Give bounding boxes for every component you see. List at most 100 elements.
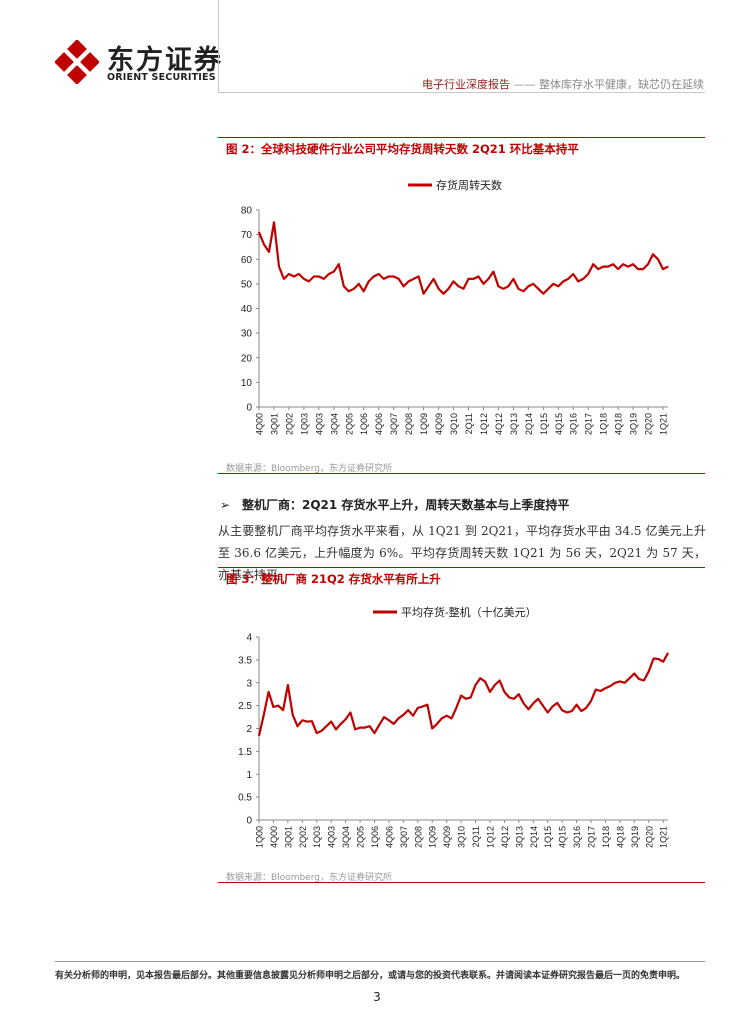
data-point <box>413 278 415 280</box>
data-point <box>457 285 460 287</box>
data-point <box>308 280 310 283</box>
report-subtitle: 整体库存水平健康，缺芯仍在延续 <box>539 78 704 91</box>
data-point <box>619 680 621 682</box>
data-point <box>378 724 380 726</box>
y-tick-label: 0 <box>246 403 252 414</box>
data-point <box>282 709 284 711</box>
y-tick-label: 40 <box>241 304 253 315</box>
x-tick-label: 4Q06 <box>384 826 394 848</box>
x-tick-label: 1Q06 <box>359 413 369 435</box>
data-point <box>283 278 285 280</box>
y-tick-label: 60 <box>241 255 253 266</box>
data-point <box>369 725 371 727</box>
data-point <box>353 288 355 290</box>
data-point <box>313 275 315 278</box>
data-point <box>542 293 544 295</box>
data-point <box>484 681 486 683</box>
data-point <box>523 702 525 704</box>
section-body: 从主要整机厂商平均存货水平来看，从 1Q21 到 2Q21，平均存货水平由 34… <box>218 524 706 582</box>
series-line <box>257 652 669 737</box>
x-tick-label: 1Q09 <box>428 826 438 848</box>
data-point <box>277 705 279 707</box>
data-point <box>562 280 564 283</box>
x-tick-label: 2Q20 <box>644 826 654 848</box>
y-tick-label: 0 <box>246 816 252 827</box>
data-point <box>349 711 352 714</box>
data-point <box>470 696 472 698</box>
data-point <box>418 275 420 278</box>
x-tick-label: 2Q02 <box>284 413 294 435</box>
data-point <box>633 673 635 675</box>
data-point <box>288 273 290 275</box>
x-tick-label: 2Q05 <box>356 826 366 848</box>
data-point <box>301 719 303 721</box>
data-point <box>398 278 400 280</box>
figure3-chart: 平均存货-整机（十亿美元） 0 0.5 1 1.5 2 2.5 3 3.5 4 1Q00 4Q00 3Q… <box>238 605 669 848</box>
data-point <box>378 273 380 275</box>
data-point <box>552 283 554 285</box>
y-tick-label: 50 <box>241 279 253 290</box>
data-point <box>359 726 361 729</box>
figure2-top-rule <box>218 137 705 138</box>
x-tick-label: 3Q01 <box>283 826 293 848</box>
data-point <box>609 685 611 687</box>
data-point <box>585 707 587 709</box>
data-point <box>557 285 559 287</box>
data-point <box>452 280 455 283</box>
data-point <box>580 710 582 712</box>
x-tick-label: 4Q18 <box>615 826 625 848</box>
x-tick-label: 3Q07 <box>389 413 399 435</box>
x-tick-label: 4Q00 <box>255 413 265 435</box>
x-tick-label: 4Q00 <box>269 826 279 848</box>
data-point <box>547 711 549 714</box>
data-point <box>436 723 438 725</box>
data-point <box>479 677 481 679</box>
y-tick-label: 30 <box>241 329 253 340</box>
data-point <box>263 243 265 246</box>
y-tick-label: 0.5 <box>238 793 252 804</box>
x-tick-label: 3Q10 <box>457 826 467 848</box>
x-tick-label: 3Q13 <box>514 826 524 848</box>
x-tick-label: 3Q13 <box>509 413 519 435</box>
data-point <box>518 693 520 695</box>
data-point <box>422 293 425 295</box>
data-point <box>364 726 366 729</box>
data-point <box>556 702 558 704</box>
data-point <box>402 714 404 716</box>
data-point <box>268 691 270 693</box>
logo-english-name: ORIENT SECURITIES <box>107 72 216 83</box>
data-point <box>566 711 568 714</box>
x-tick-label: 3Q19 <box>629 413 639 435</box>
y-tick-label: 80 <box>241 206 253 217</box>
x-tick-label: 1Q18 <box>601 826 611 848</box>
x-tick-label: 3Q01 <box>269 413 279 435</box>
data-point <box>602 266 604 268</box>
data-point <box>338 263 340 265</box>
data-point <box>397 717 400 720</box>
data-point <box>498 679 501 682</box>
x-tick-label: 2Q17 <box>587 826 597 848</box>
data-point <box>407 709 409 711</box>
x-tick-label: 3Q19 <box>630 826 640 848</box>
x-tick-label: 1Q03 <box>299 413 309 435</box>
data-point <box>472 278 475 280</box>
data-point <box>577 280 579 283</box>
data-point <box>340 723 342 725</box>
y-tick-label: 20 <box>241 353 253 364</box>
data-point <box>561 709 563 711</box>
data-point <box>358 283 360 285</box>
data-point <box>383 716 385 718</box>
data-point <box>537 698 539 700</box>
data-point <box>643 679 645 682</box>
x-tick-label: 4Q12 <box>500 826 510 848</box>
data-point <box>373 732 376 734</box>
series-line <box>257 221 669 295</box>
data-point <box>296 725 299 727</box>
header-divider <box>218 92 705 93</box>
data-point <box>614 682 616 684</box>
data-point <box>268 251 270 253</box>
x-tick-label: 1Q15 <box>543 826 553 848</box>
section-heading: 整机厂商：2Q21 存货水平上升，周转天数基本与上季度持平 <box>242 498 570 512</box>
x-tick-label: 2Q11 <box>471 826 481 847</box>
data-point <box>487 278 490 280</box>
